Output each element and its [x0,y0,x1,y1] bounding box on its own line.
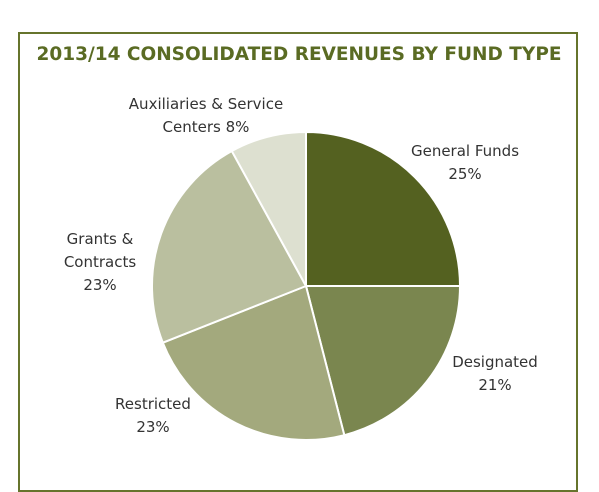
pie-slice [151,149,308,344]
page: 2013/14 CONSOLIDATED REVENUES BY FUND TY… [18,32,578,492]
category-label: Grants & Contracts [63,230,137,271]
chart-title: 2013/14 CONSOLIDATED REVENUES BY FUND TY… [36,44,562,65]
pie-slice [230,130,307,287]
category-label: Auxiliaries & Service Centers [128,95,284,136]
category-label: General Funds [410,142,520,160]
slice-label: General Funds 25% [400,140,530,186]
pie-slice [305,130,462,287]
slice-label: Designated 21% [430,351,560,397]
value-label: 23% [136,418,170,436]
value-label: 21% [478,376,512,394]
value-label: 8% [225,118,250,136]
value-label: 25% [448,165,482,183]
value-label: 23% [83,276,117,294]
category-label: Designated [452,353,538,371]
chart [151,130,462,441]
slice-label: Restricted 23% [88,393,218,439]
pie-slice [161,284,346,441]
pie-slice [304,285,462,437]
category-label: Restricted [115,395,191,413]
slice-label: Grants & Contracts 23% [52,228,148,297]
slice-label: Auxiliaries & Service Centers 8% [122,93,290,139]
